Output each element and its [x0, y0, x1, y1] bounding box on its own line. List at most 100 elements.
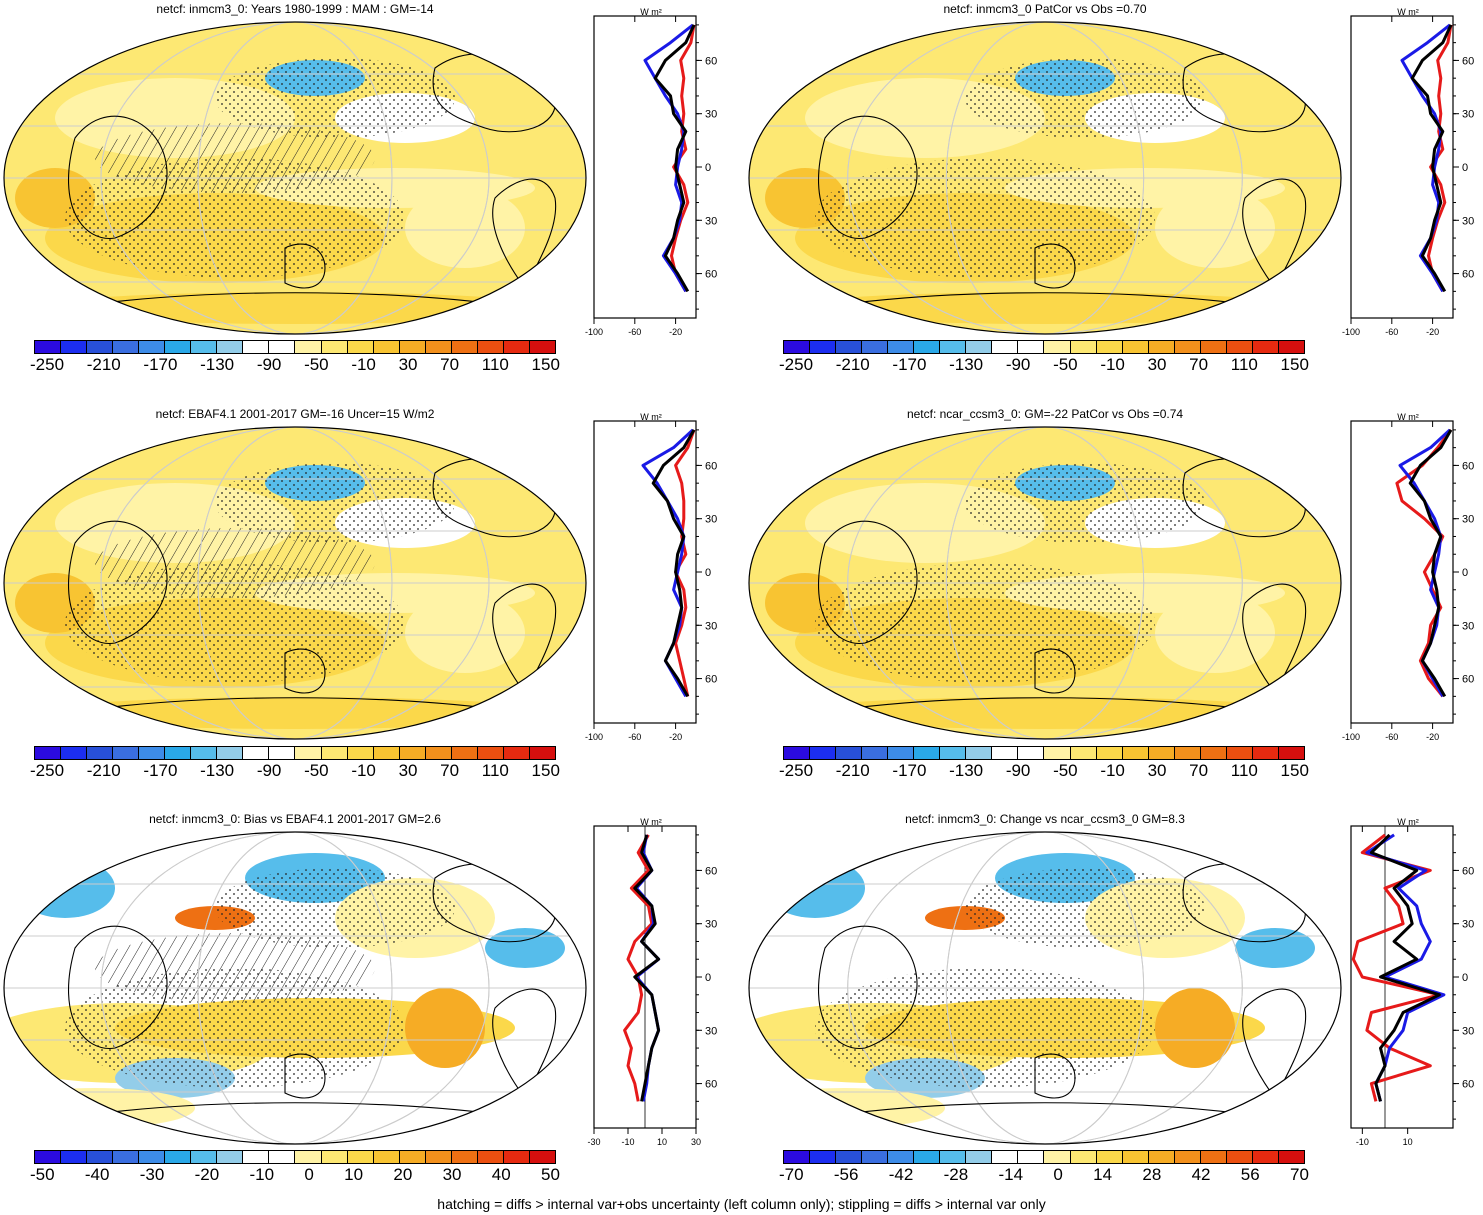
coastline-antarctica	[94, 697, 496, 710]
panel-1: netcf: inmcm3_0: Years 1980-1999 : MAM :…	[0, 0, 720, 390]
field-region	[765, 858, 865, 918]
colorbar-tick-label: -20	[194, 1165, 220, 1184]
colorbar-swatch	[914, 747, 941, 759]
colorbar-swatch	[217, 1151, 244, 1163]
lat-tick-label: 0	[1462, 567, 1468, 579]
coastline-antarctica	[844, 1102, 1246, 1115]
colorbar-tick-label: 42	[1191, 1165, 1211, 1184]
lat-tick-label: 30S	[705, 1025, 718, 1037]
field-region	[1155, 188, 1275, 268]
stippling	[65, 968, 405, 1088]
colorbar-swatch	[1148, 747, 1175, 759]
zonal-mean-plot: W m² 60N 30N 0 30S 60S -10 10	[1350, 817, 1475, 1146]
colorbar-swatch	[1018, 1151, 1045, 1163]
colorbar-swatch	[1226, 341, 1253, 353]
map-svg	[748, 21, 1342, 335]
colorbar-swatch	[784, 1151, 811, 1163]
field-region	[35, 697, 555, 729]
colorbar	[783, 746, 1305, 760]
colorbar-swatch	[1252, 747, 1279, 759]
colorbar-tick-label: 110	[481, 761, 509, 780]
coastline	[1242, 178, 1307, 290]
field-region	[485, 928, 565, 968]
colorbar-swatch	[940, 341, 967, 353]
colorbar-tick-label: -50	[30, 1165, 55, 1184]
colorbar-swatch	[1096, 1151, 1123, 1163]
colorbar-tick-label: -10	[1100, 355, 1125, 374]
map-border	[3, 426, 587, 740]
colorbar-swatch	[992, 341, 1019, 353]
colorbar-swatch	[217, 341, 244, 353]
colorbar-swatch	[1174, 747, 1201, 759]
colorbar-swatch	[940, 1151, 967, 1163]
lat-tick-label: 30S	[1462, 215, 1475, 227]
coastline	[1034, 648, 1076, 694]
colorbar-swatch	[451, 1151, 478, 1163]
colorbar-swatch	[1278, 341, 1304, 353]
lat-tick-label: 60N	[705, 460, 718, 472]
zonal-unit: W m²	[640, 7, 662, 17]
zonal-series-model	[1369, 833, 1441, 1102]
stippling	[65, 563, 405, 683]
field-region	[785, 292, 1305, 324]
colorbar-swatch	[477, 747, 504, 759]
colorbar-swatch	[191, 747, 218, 759]
lat-tick-label: 60N	[1462, 55, 1475, 67]
colorbar-swatch	[35, 341, 62, 353]
graticule-lon	[945, 427, 1145, 739]
colorbar-tick-label: 150	[1280, 761, 1309, 780]
lat-tick-label: 60S	[1462, 269, 1475, 281]
map-title: netcf: inmcm3_0: Bias vs EBAF4.1 2001-20…	[149, 812, 441, 826]
map-svg	[3, 426, 587, 740]
colorbar-swatch	[1018, 747, 1045, 759]
x-tick-label: -20	[1426, 732, 1439, 741]
lat-tick-label: 30N	[705, 109, 718, 121]
colorbar-labels: -250 -210 -170 -130 -90 -50 -10 30 70 110 150	[30, 761, 560, 781]
zonal-series-model	[653, 24, 696, 293]
lat-tick-label: 30N	[705, 514, 718, 526]
colorbar-swatch	[373, 341, 400, 353]
colorbar-swatch	[1044, 1151, 1071, 1163]
colorbar-swatch	[269, 341, 296, 353]
stippling	[815, 968, 1155, 1088]
colorbar-swatch	[914, 341, 941, 353]
colorbar-swatch	[165, 1151, 192, 1163]
colorbar-tick-label: -250	[30, 761, 65, 780]
colorbar-swatch	[295, 341, 322, 353]
colorbar-swatch	[810, 747, 837, 759]
lat-tick-label: 60S	[1462, 1079, 1475, 1091]
coastline-antarctica	[94, 292, 496, 305]
colorbar-swatch	[1044, 341, 1071, 353]
colorbar-tick-label: 50	[541, 1165, 560, 1184]
panel-4: netcf: ncar_ccsm3_0: GM=-22 PatCor vs Ob…	[745, 405, 1483, 795]
footer-note: hatching = diffs > internal var+obs unce…	[437, 1196, 1046, 1212]
panel-2: netcf: inmcm3_0 PatCor vs Obs =0.70 W m²…	[745, 0, 1483, 390]
colorbar-swatch	[888, 1151, 915, 1163]
colorbar-tick-label: 0	[1053, 1165, 1063, 1184]
map-svg	[748, 426, 1342, 740]
colorbar-swatch	[399, 1151, 426, 1163]
lat-tick-label: 30S	[1462, 1025, 1475, 1037]
colorbar-swatch	[1174, 341, 1201, 353]
colorbar-tick-label: 40	[491, 1165, 511, 1184]
colorbar-swatch	[784, 747, 811, 759]
colorbar-swatch	[165, 341, 192, 353]
colorbar-tick-label: 150	[1280, 355, 1309, 374]
graticule-lon	[197, 427, 393, 739]
colorbar-swatch	[1096, 341, 1123, 353]
zonal-series-other	[623, 834, 654, 1102]
colorbar-swatch	[425, 341, 452, 353]
map-title: netcf: EBAF4.1 2001-2017 GM=-16 Uncer=15…	[155, 407, 435, 421]
colorbar-tick-label: -10	[351, 355, 376, 374]
colorbar-tick-label: -90	[256, 761, 282, 780]
colorbar-tick-label: -42	[888, 1165, 914, 1184]
colorbar-tick-label: 20	[393, 1165, 413, 1184]
colorbar-swatch	[347, 341, 374, 353]
colorbar-swatch	[477, 1151, 504, 1163]
colorbar-tick-label: 70	[1290, 1165, 1309, 1184]
x-tick-label: -100	[1342, 327, 1360, 336]
colorbar-tick-label: -250	[30, 355, 65, 374]
x-tick-label: -60	[1385, 327, 1398, 336]
map-title: netcf: ncar_ccsm3_0: GM=-22 PatCor vs Ob…	[906, 407, 1184, 421]
colorbar-swatch	[1148, 1151, 1175, 1163]
